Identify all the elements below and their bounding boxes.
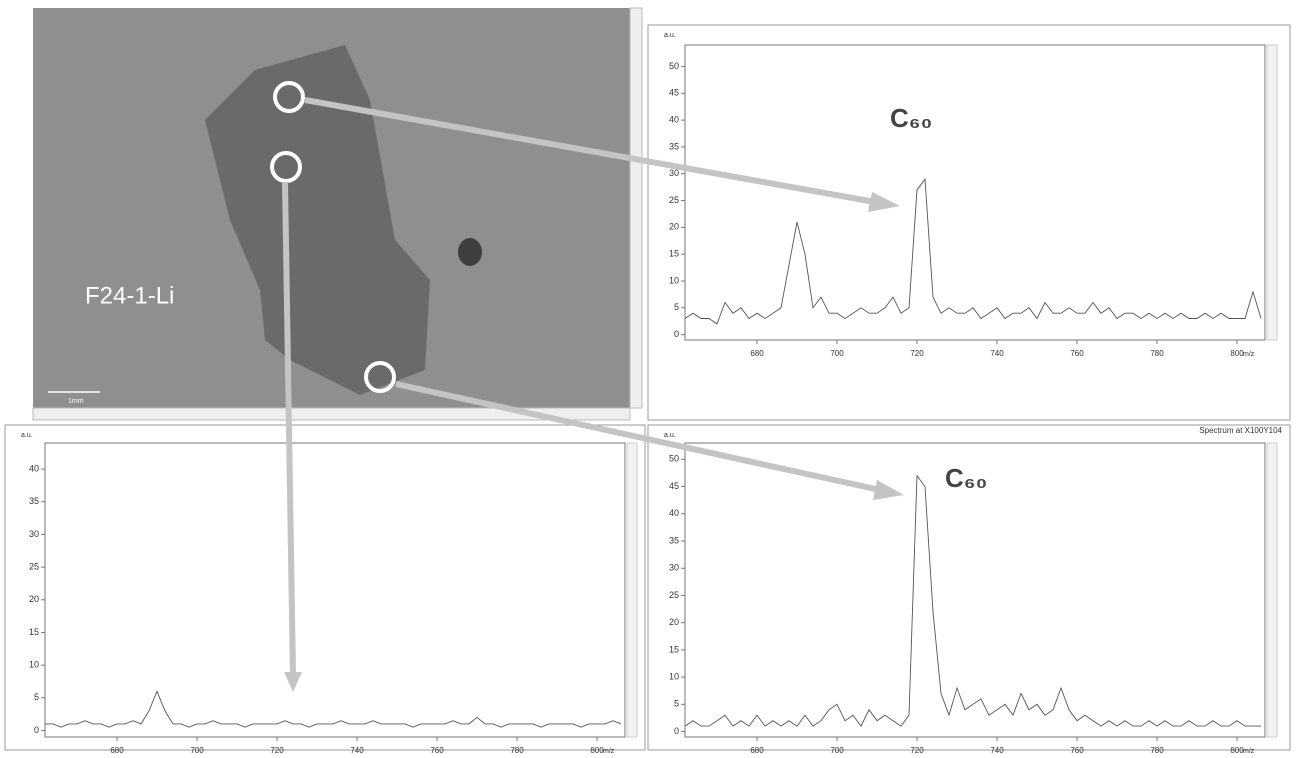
y-tick-label: 5 (674, 699, 679, 709)
x-tick-label: 800 (590, 746, 604, 755)
x-tick-label: 720 (270, 746, 284, 755)
spectrum-panel: a.u. m/z 0 5 10 15 20 25 30 35 40 680 700 720 740 760 78… (5, 425, 645, 755)
x-tick-label: 800 (1230, 349, 1244, 358)
sample-label: F24-1-Li (85, 282, 174, 309)
y-tick-label: 20 (29, 594, 39, 604)
x-tick-label: 680 (110, 746, 124, 755)
x-tick-label: 720 (910, 746, 924, 755)
y-tick-label: 40 (669, 508, 679, 518)
y-tick-label: 40 (29, 464, 39, 474)
scrollbar[interactable] (627, 443, 637, 737)
x-axis-label: m/z (1243, 748, 1255, 755)
particle (458, 238, 482, 266)
x-tick-label: 780 (510, 746, 524, 755)
y-tick-label: 15 (669, 249, 679, 259)
y-tick-label: 35 (669, 535, 679, 545)
y-tick-label: 20 (669, 617, 679, 627)
spectrum-panel: Spectrum at X100Y104 a.u. m/z 0 5 10 15 20 25 30 3… (648, 425, 1290, 755)
y-tick-label: 0 (34, 725, 39, 735)
y-tick-label: 20 (669, 222, 679, 232)
y-tick-label: 25 (29, 562, 39, 572)
y-tick-label: 0 (674, 726, 679, 736)
plot-frame (685, 45, 1265, 340)
y-tick-label: 25 (669, 590, 679, 600)
y-tick-label: 15 (29, 627, 39, 637)
y-tick-label: 10 (29, 660, 39, 670)
y-tick-label: 45 (669, 88, 679, 98)
figure: F24-1-Li 1mm a.u.m/z05101520253035404550… (0, 0, 1300, 758)
y-tick-label: 35 (29, 496, 39, 506)
y-tick-label: 5 (674, 302, 679, 312)
y-tick-label: 45 (669, 481, 679, 491)
x-tick-label: 760 (1070, 349, 1084, 358)
x-axis-label: m/z (603, 748, 615, 755)
y-tick-label: 35 (669, 141, 679, 151)
plot-frame (45, 443, 625, 737)
y-tick-label: 25 (669, 195, 679, 205)
y-tick-label: 15 (669, 644, 679, 654)
peak-annotation: C₆₀ (945, 463, 987, 493)
scrollbar[interactable] (1267, 443, 1277, 737)
x-tick-label: 780 (1150, 349, 1164, 358)
y-tick-label: 40 (669, 114, 679, 124)
x-tick-label: 760 (1070, 746, 1084, 755)
microscope-image: F24-1-Li 1mm (33, 8, 642, 420)
scrollbar[interactable] (1267, 45, 1277, 340)
chart-title: Spectrum at X100Y104 (1199, 426, 1282, 435)
x-tick-label: 740 (350, 746, 364, 755)
y-axis-label: a.u. (21, 432, 33, 439)
x-axis-label: m/z (1243, 351, 1255, 358)
scrollbar[interactable] (630, 8, 642, 408)
x-tick-label: 780 (1150, 746, 1164, 755)
y-tick-label: 10 (669, 275, 679, 285)
y-tick-label: 50 (669, 454, 679, 464)
x-tick-label: 700 (830, 746, 844, 755)
y-axis-label: a.u. (664, 432, 676, 439)
x-tick-label: 800 (1230, 746, 1244, 755)
x-tick-label: 700 (830, 349, 844, 358)
x-tick-label: 680 (750, 349, 764, 358)
x-tick-label: 740 (990, 746, 1004, 755)
scale-label: 1mm (68, 398, 84, 405)
y-tick-label: 30 (29, 529, 39, 539)
x-tick-label: 720 (910, 349, 924, 358)
y-tick-label: 10 (669, 671, 679, 681)
y-tick-label: 5 (34, 692, 39, 702)
y-tick-label: 50 (669, 61, 679, 71)
y-axis-label: a.u. (664, 32, 676, 39)
peak-annotation: C₆₀ (890, 103, 932, 133)
y-tick-label: 0 (674, 329, 679, 339)
x-tick-label: 700 (190, 746, 204, 755)
x-tick-label: 740 (990, 349, 1004, 358)
x-tick-label: 680 (750, 746, 764, 755)
y-tick-label: 30 (669, 563, 679, 573)
x-tick-label: 760 (430, 746, 444, 755)
